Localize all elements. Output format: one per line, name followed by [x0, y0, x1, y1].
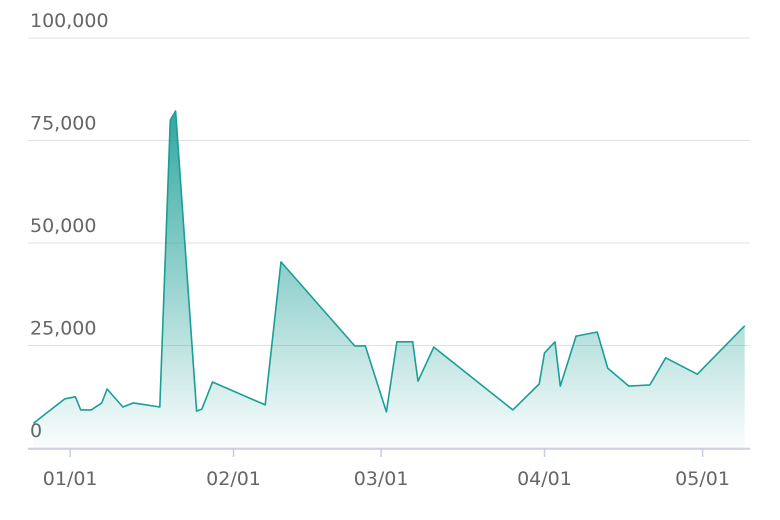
x-tick-label: 03/01 — [354, 468, 409, 490]
x-tick-label: 01/01 — [43, 468, 98, 490]
y-tick-label: 25,000 — [30, 318, 96, 340]
x-tick-label: 05/01 — [675, 468, 730, 490]
y-tick-label: 50,000 — [30, 215, 96, 237]
area-fill — [33, 111, 745, 448]
x-tick-label: 02/01 — [206, 468, 261, 490]
x-tick-label: 04/01 — [517, 468, 572, 490]
y-tick-label: 100,000 — [30, 10, 109, 32]
y-tick-label: 75,000 — [30, 113, 96, 135]
series-line — [32, 110, 746, 425]
